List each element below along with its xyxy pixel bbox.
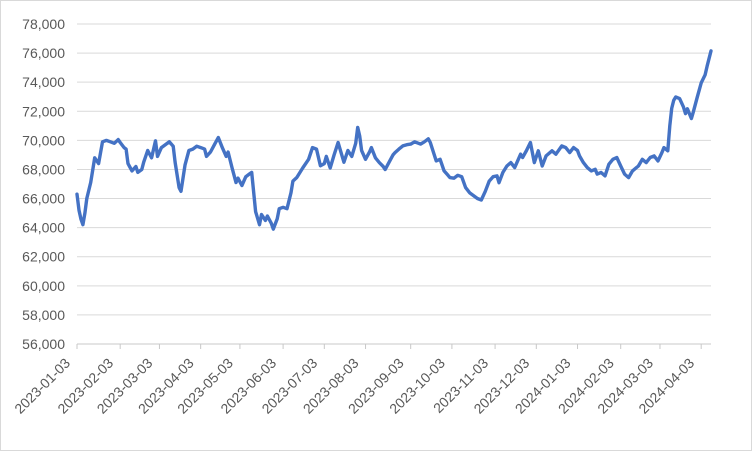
- y-axis-tick-label: 76,000: [22, 45, 65, 61]
- y-axis-tick-label: 64,000: [22, 220, 65, 236]
- y-axis-tick-label: 60,000: [22, 278, 65, 294]
- y-axis-tick-label: 66,000: [22, 191, 65, 207]
- y-axis-tick-label: 78,000: [22, 16, 65, 32]
- y-axis-tick-label: 58,000: [22, 307, 65, 323]
- y-axis-tick-label: 70,000: [22, 132, 65, 148]
- y-axis-tick-label: 62,000: [22, 249, 65, 265]
- y-axis-tick-label: 72,000: [22, 103, 65, 119]
- y-axis-tick-label: 74,000: [22, 74, 65, 90]
- series-line-daily-close: [75, 49, 713, 231]
- y-axis-tick-label: 68,000: [22, 161, 65, 177]
- y-axis-tick-label: 56,000: [22, 336, 65, 352]
